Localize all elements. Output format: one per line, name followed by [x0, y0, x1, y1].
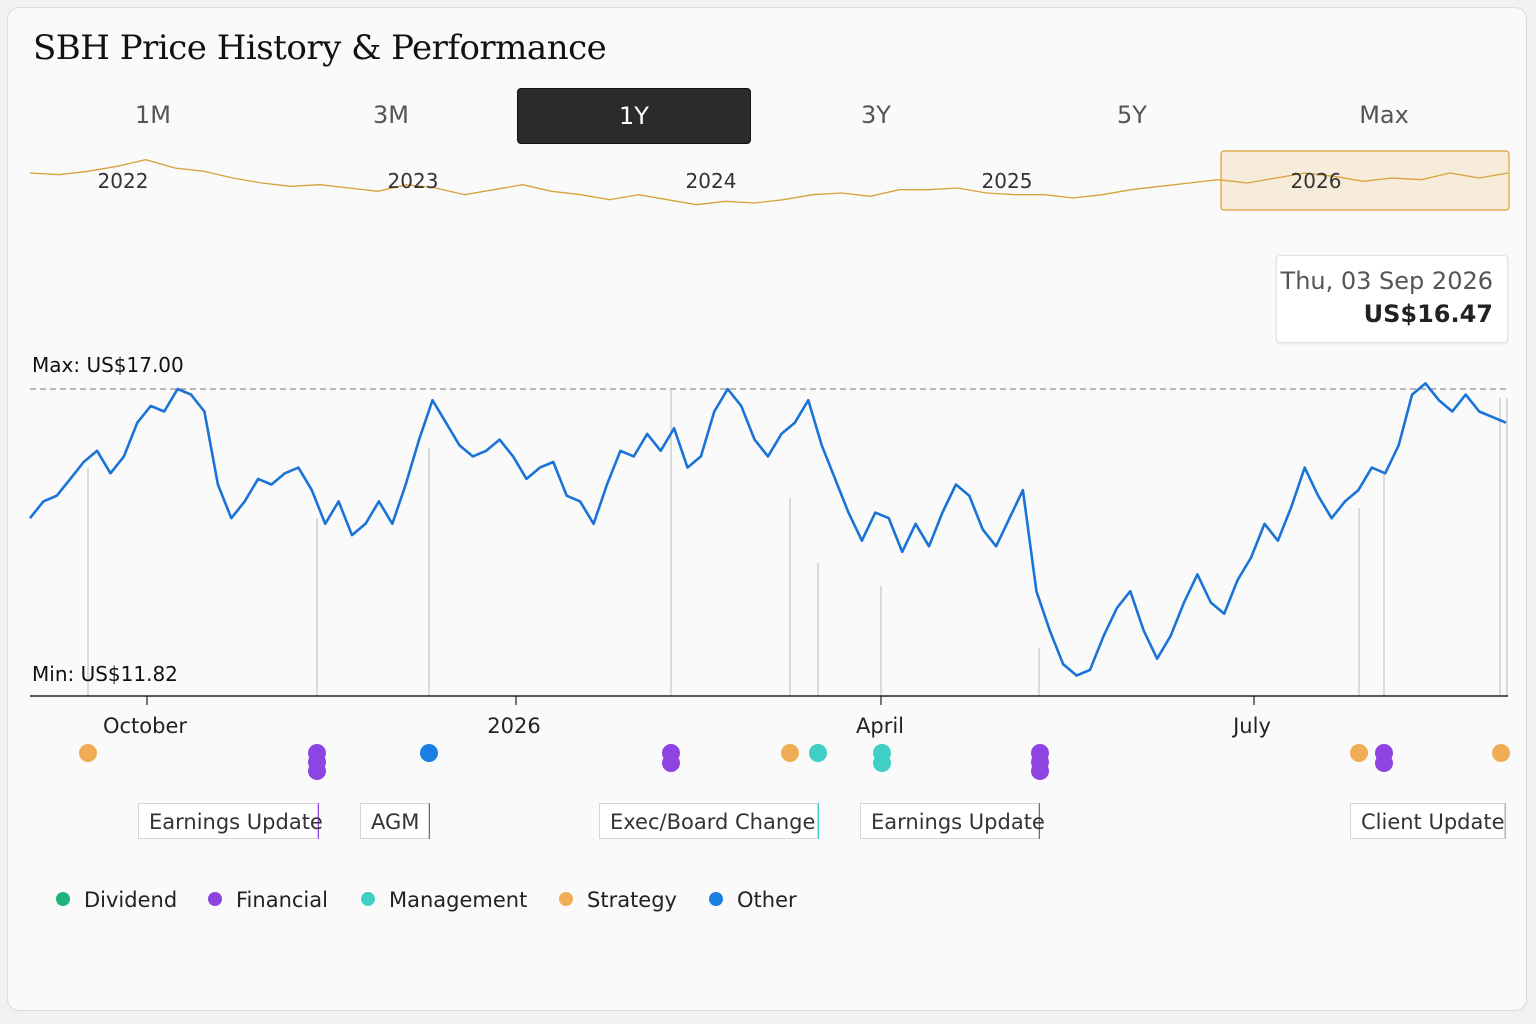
page-title: SBH Price History & Performance: [33, 28, 607, 68]
tooltip-date: Thu, 03 Sep 2026: [1280, 267, 1493, 295]
event-marker-other[interactable]: [420, 744, 438, 762]
event-marker-management[interactable]: [809, 744, 827, 762]
legend-item-management[interactable]: Management: [361, 888, 527, 912]
event-marker-strategy[interactable]: [1492, 744, 1510, 762]
event-label-client-update[interactable]: Client Update: [1350, 803, 1505, 839]
event-label-earnings-update[interactable]: Earnings Update: [138, 803, 323, 839]
legend-label: Strategy: [587, 888, 677, 912]
tab-1m[interactable]: 1M: [135, 101, 171, 129]
tab-3y[interactable]: 3Y: [861, 101, 891, 129]
event-drop-lines: [87, 388, 1508, 696]
legend-item-financial[interactable]: Financial: [208, 888, 328, 912]
event-marker-management[interactable]: [873, 754, 891, 772]
x-tick-label: 2026: [487, 714, 540, 738]
management-dot-icon: [361, 892, 375, 906]
x-tick-label: April: [856, 714, 904, 738]
tooltip-price: US$16.47: [1363, 300, 1493, 328]
tab-3m[interactable]: 3M: [373, 101, 409, 129]
event-marker-financial[interactable]: [1375, 754, 1393, 772]
financial-dot-icon: [208, 892, 222, 906]
legend-item-other[interactable]: Other: [709, 888, 797, 912]
event-label-agm[interactable]: AGM: [360, 803, 429, 839]
event-label-earnings-update[interactable]: Earnings Update: [860, 803, 1045, 839]
legend-item-dividend[interactable]: Dividend: [56, 888, 177, 912]
overview-series-line: [29, 159, 1509, 206]
legend-label: Other: [737, 888, 797, 912]
tab-5y[interactable]: 5Y: [1117, 101, 1147, 129]
event-label-exec-board-change[interactable]: Exec/Board Change: [599, 803, 818, 839]
event-marker-financial[interactable]: [662, 754, 680, 772]
dividend-dot-icon: [56, 892, 70, 906]
legend-label: Dividend: [84, 888, 178, 912]
price-history-card: SBH Price History & Performance 1M 3M 1Y…: [7, 7, 1527, 1011]
event-marker-strategy[interactable]: [781, 744, 799, 762]
overview-tick-label: 2023: [388, 169, 439, 193]
event-markers[interactable]: [79, 744, 1510, 780]
event-marker-strategy[interactable]: [79, 744, 97, 762]
price-tooltip: Thu, 03 Sep 2026 US$16.47: [1276, 255, 1508, 343]
legend-item-strategy[interactable]: Strategy: [559, 888, 677, 912]
x-tick-label: July: [1231, 714, 1271, 738]
legend-label: Management: [389, 888, 528, 912]
overview-tick-label: 2024: [686, 169, 737, 193]
overview-tick-label: 2026: [1291, 169, 1342, 193]
tab-max[interactable]: Max: [1359, 101, 1409, 129]
event-marker-strategy[interactable]: [1350, 744, 1368, 762]
tab-1y[interactable]: 1Y: [517, 88, 751, 144]
min-price-label: Min: US$11.82: [32, 662, 178, 686]
x-axis-ticks: [146, 696, 1255, 705]
price-chart: 2022 2023 2024 2025 2026: [28, 150, 1510, 839]
event-marker-financial[interactable]: [1031, 762, 1049, 780]
legend-label: Financial: [236, 888, 328, 912]
overview-navigator[interactable]: 2022 2023 2024 2025 2026: [29, 150, 1510, 211]
other-dot-icon: [709, 892, 723, 906]
price-series-line: [28, 382, 1507, 677]
x-tick-label: October: [103, 714, 187, 738]
strategy-dot-icon: [559, 892, 573, 906]
overview-tick-label: 2022: [98, 169, 149, 193]
max-price-label: Max: US$17.00: [32, 353, 184, 377]
range-tabs: 1M 3M 1Y 3Y 5Y Max: [8, 88, 1526, 144]
overview-tick-label: 2025: [982, 169, 1033, 193]
event-marker-financial[interactable]: [308, 762, 326, 780]
